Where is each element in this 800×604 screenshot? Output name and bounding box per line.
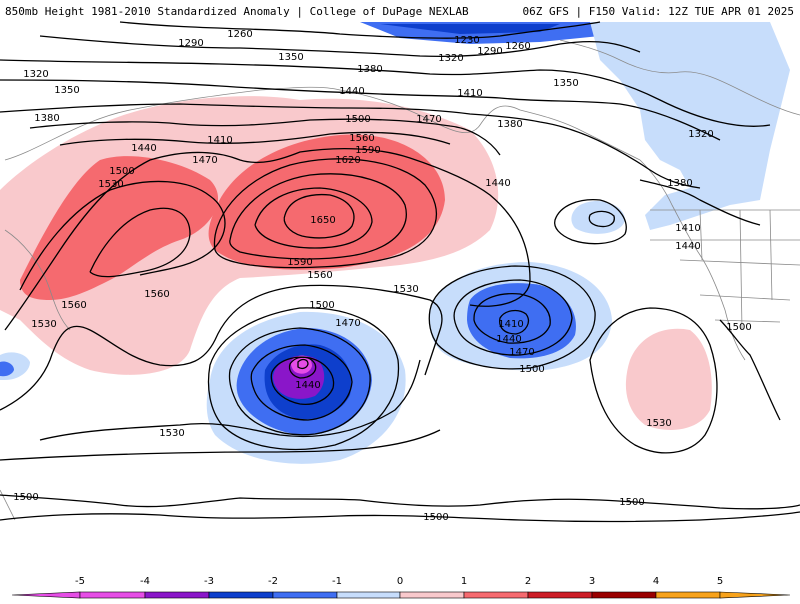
- contour-label-1500: 1500: [519, 364, 544, 375]
- anomaly-shading: [0, 22, 790, 464]
- coastlines: [0, 39, 800, 521]
- colorbar-tick-label: 5: [717, 576, 723, 587]
- colorbar-svg: -5 -4 -3 -2 -1 0 1 2 3 4 5: [11, 576, 791, 599]
- contour-label-1500: 1500: [619, 497, 644, 508]
- title-bar: 850mb Height 1981-2010 Standardized Anom…: [0, 0, 800, 20]
- colorbar-tick-label: -4: [140, 576, 150, 587]
- height-contours: [0, 21, 800, 523]
- positive-anomaly-core-west: [20, 156, 219, 300]
- contour-label-1440: 1440: [131, 143, 156, 154]
- negative-anomaly-coast: [571, 200, 625, 234]
- contour-label-1440: 1440: [675, 241, 700, 252]
- colorbar-tick-label: 0: [397, 576, 403, 587]
- contour-label-1320: 1320: [23, 69, 48, 80]
- contour-label-1560: 1560: [144, 289, 169, 300]
- colorbar-tick-label: 2: [525, 576, 531, 587]
- model-run-info: 06Z GFS | F150 Valid: 12Z TUE APR 01 202…: [522, 5, 794, 18]
- contour-label-1560: 1560: [307, 270, 332, 281]
- contour-label-1470: 1470: [335, 318, 360, 329]
- colorbar-segment: [144, 591, 210, 599]
- contour-label-1260: 1260: [227, 29, 252, 40]
- contour-label-1380: 1380: [34, 113, 59, 124]
- colorbar-tick-label: -3: [204, 576, 214, 587]
- colorbar-segments: [11, 591, 791, 599]
- negative-anomaly-top-core: [380, 24, 560, 34]
- contour-label-1320: 1320: [438, 53, 463, 64]
- contour-label-1320: 1320: [688, 129, 713, 140]
- positive-anomaly-core-east: [208, 134, 445, 270]
- contour-label-1410: 1410: [207, 135, 232, 146]
- positive-anomaly-southeast: [625, 328, 712, 430]
- contour-label-1500: 1500: [109, 166, 134, 177]
- contour-label-1500: 1500: [13, 492, 38, 503]
- contour-label-1470: 1470: [192, 155, 217, 166]
- contour-label-1470: 1470: [509, 347, 534, 358]
- contour-label-1230: 1230: [454, 35, 479, 46]
- negative-anomaly-west-edge-core: [0, 361, 14, 377]
- contour-label-1530: 1530: [393, 284, 418, 295]
- contour-label-1560: 1560: [61, 300, 86, 311]
- colorbar-segment: [336, 591, 401, 599]
- contour-label-1530: 1530: [159, 428, 184, 439]
- contour-label-1290: 1290: [477, 46, 502, 57]
- contour-label-1650: 1650: [310, 215, 335, 226]
- contour-label-1440: 1440: [496, 334, 521, 345]
- contour-label-1440: 1440: [485, 178, 510, 189]
- colorbar-tick-label: -5: [75, 576, 85, 587]
- contour-label-1380: 1380: [357, 64, 382, 75]
- contour-label-1410: 1410: [675, 223, 700, 234]
- contour-label-1260: 1260: [505, 41, 530, 52]
- contour-label-1440: 1440: [295, 380, 320, 391]
- colorbar-segment: [655, 591, 721, 599]
- contour-label-1560: 1560: [349, 133, 374, 144]
- colorbar-segment: [591, 591, 657, 599]
- contour-label-1620: 1620: [335, 155, 360, 166]
- contour-label-1350: 1350: [54, 85, 79, 96]
- contour-label-1590: 1590: [355, 145, 380, 156]
- contour-label-1500: 1500: [423, 512, 448, 523]
- contour-label-1530: 1530: [31, 319, 56, 330]
- colorbar-tick-label: 1: [461, 576, 467, 587]
- contour-label-1410: 1410: [498, 319, 523, 330]
- map-title: 850mb Height 1981-2010 Standardized Anom…: [5, 5, 469, 18]
- colorbar-segment: [272, 591, 338, 599]
- colorbar-ticks: -5 -4 -3 -2 -1 0 1 2 3 4 5: [75, 576, 723, 587]
- contour-label-1290: 1290: [178, 38, 203, 49]
- contour-label-1470: 1470: [416, 114, 441, 125]
- colorbar-tick-label: 4: [653, 576, 659, 587]
- contour-label-1350: 1350: [278, 52, 303, 63]
- contour-label-1380: 1380: [667, 178, 692, 189]
- colorbar-segment: [399, 591, 465, 599]
- contour-label-1440: 1440: [339, 86, 364, 97]
- colorbar-tick-label: -1: [332, 576, 342, 587]
- colorbar-segment: [79, 591, 146, 599]
- colorbar-segment: [208, 591, 274, 599]
- contour-label-1410: 1410: [457, 88, 482, 99]
- contour-label-1350: 1350: [553, 78, 578, 89]
- colorbar-segment-low: [11, 591, 81, 599]
- colorbar-segment: [463, 591, 529, 599]
- contour-label-1500: 1500: [726, 322, 751, 333]
- contour-label-1530: 1530: [98, 179, 123, 190]
- colorbar-tick-label: 3: [589, 576, 595, 587]
- colorbar: -5 -4 -3 -2 -1 0 1 2 3 4 5: [0, 570, 800, 600]
- colorbar-tick-label: -2: [268, 576, 278, 587]
- colorbar-segment: [527, 591, 593, 599]
- contour-label-1530: 1530: [646, 418, 671, 429]
- contour-label-1500: 1500: [309, 300, 334, 311]
- contour-label-1500: 1500: [345, 114, 370, 125]
- contour-label-1590: 1590: [287, 257, 312, 268]
- contour-label-1380: 1380: [497, 119, 522, 130]
- colorbar-segment-high: [719, 591, 791, 599]
